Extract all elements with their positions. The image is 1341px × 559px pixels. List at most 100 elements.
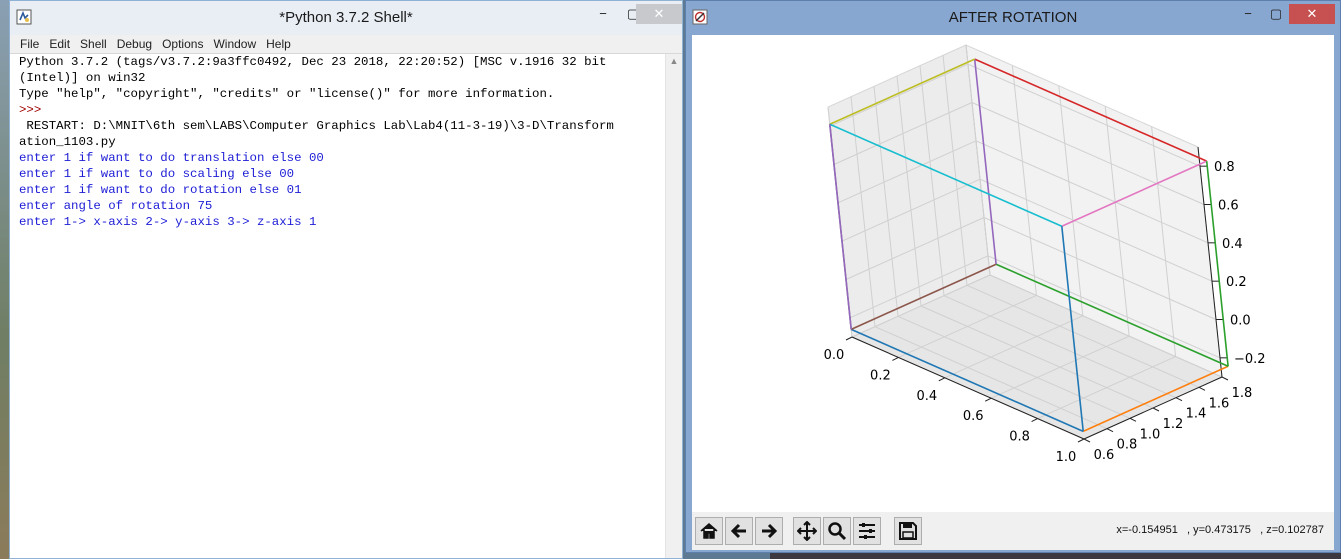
back-arrow-icon [730, 523, 746, 539]
data-series-line [995, 263, 1229, 367]
configure-subplots-icon [859, 523, 875, 539]
y-tick [1152, 407, 1160, 412]
shell-close-button[interactable]: ✕ [636, 4, 682, 24]
x-tick [892, 356, 899, 361]
grid-line [965, 44, 991, 276]
data-series-line [1061, 160, 1208, 227]
data-series-line [850, 328, 1084, 433]
save-icon [899, 522, 917, 540]
y-tick [1198, 386, 1206, 391]
forward-button[interactable] [755, 517, 783, 545]
z-tick-label: 0.2 [1226, 275, 1247, 290]
grid-line [833, 102, 973, 165]
y-tick [1221, 376, 1229, 381]
z-tick-label: 0.8 [1214, 160, 1235, 175]
menu-edit[interactable]: Edit [49, 37, 71, 51]
x-tick-label: 0.4 [916, 389, 937, 404]
x-tick-label: 0.6 [963, 409, 984, 424]
y-tick-label: 1.8 [1232, 386, 1253, 401]
figure-minimize-button[interactable]: − [1244, 6, 1252, 21]
menu-debug[interactable]: Debug [116, 37, 153, 51]
forward-arrow-icon [762, 523, 778, 539]
zoom-button[interactable] [823, 517, 851, 545]
figure-close-button[interactable]: ✕ [1289, 4, 1335, 24]
menu-file[interactable]: File [20, 37, 40, 51]
y-tick-label: 1.2 [1163, 417, 1184, 432]
taskbar-fragment [770, 553, 1341, 559]
grid-line [841, 178, 981, 242]
shell-line: enter 1-> x-axis 2-> y-axis 3-> z-axis 1 [19, 215, 317, 229]
figure-window-title: AFTER ROTATION [948, 9, 1078, 26]
x-tick-label: 1.0 [1056, 450, 1077, 465]
grid-line [975, 140, 1209, 244]
x-tick [938, 377, 946, 382]
shell-menubar: File Edit Shell Debug Options Window Help [10, 35, 682, 54]
x-tick [845, 336, 853, 341]
data-series-line [829, 58, 976, 125]
figure-maximize-button[interactable]: ▢ [1269, 6, 1283, 21]
grid-line [971, 102, 1205, 205]
grid-line [849, 255, 989, 319]
shell-line: enter 1 if want to do scaling else 00 [19, 167, 295, 181]
shell-line: >>> [19, 103, 42, 117]
data-series-line [1082, 365, 1229, 433]
back-button[interactable] [725, 517, 753, 545]
shell-window-title: *Python 3.7.2 Shell* [279, 9, 413, 26]
plot-canvas[interactable]: 0.0 0.2 0.4 0.6 0.8 1.0 0.6 0.8 1.0 1.2 1.4 1.6 1.8−… [692, 35, 1334, 512]
y-tick [1175, 397, 1183, 402]
grid-line [873, 86, 899, 317]
y-tick-label: 0.6 [1094, 448, 1115, 463]
shell-line: RESTART: D:\MNIT\6th sem\LABS\Computer G… [19, 119, 614, 133]
z-tick-label: 0.4 [1222, 237, 1243, 252]
menu-shell[interactable]: Shell [80, 37, 107, 51]
shell-line: Type "help", "copyright", "credits" or "… [19, 87, 555, 101]
grid-line [829, 63, 969, 127]
shell-output-text[interactable]: Python 3.7.2 (tags/v3.7.2:9a3ffc0492, De… [12, 54, 664, 558]
grid-line [1104, 106, 1130, 337]
data-series-line [1061, 226, 1084, 432]
grid-line [987, 255, 1221, 359]
grid-line [983, 217, 1217, 320]
menu-options[interactable]: Options [162, 37, 204, 51]
x-tick [1031, 418, 1038, 423]
shell-line: ation_1103.py [19, 135, 116, 149]
grid-line [874, 326, 1108, 430]
grid-line [845, 217, 985, 280]
menu-window[interactable]: Window [213, 37, 257, 51]
save-button[interactable] [894, 517, 922, 545]
y-tick [1129, 417, 1137, 422]
data-series-line [829, 124, 852, 330]
grid-line [920, 305, 1154, 409]
3d-plot[interactable]: 0.00.20.40.60.81.0 0.60.81.01.21.41.61.8−… [692, 35, 1334, 512]
grid-line [896, 75, 922, 307]
pan-button[interactable] [793, 517, 821, 545]
y-tick-label: 0.8 [1117, 438, 1138, 453]
navigation-toolbar: x=-0.154951 , y=0.473175 , z=0.102787 [692, 512, 1334, 550]
data-series-line [973, 59, 997, 265]
shell-line: (Intel)] on win32 [19, 71, 146, 85]
home-icon [700, 523, 718, 539]
data-series-line [850, 263, 997, 331]
grid-line [967, 63, 1201, 167]
figure-titlebar[interactable]: AFTER ROTATION − ▢ ✕ [686, 1, 1340, 35]
scroll-up-arrow-icon[interactable]: ▲ [669, 56, 679, 66]
shell-minimize-button[interactable]: − [599, 6, 607, 21]
z-tick-label: 0.6 [1218, 199, 1239, 214]
menu-help[interactable]: Help [266, 37, 291, 51]
python-shell-window[interactable]: *Python 3.7.2 Shell* − ▢ ✕ File Edit Shell… [9, 0, 683, 559]
x-tick [984, 397, 992, 402]
tk-feather-icon [692, 9, 708, 25]
grid-line [979, 178, 1213, 282]
x-tick-label: 0.0 [824, 348, 845, 363]
shell-titlebar[interactable]: *Python 3.7.2 Shell* − ▢ ✕ [10, 1, 682, 35]
y-tick [1106, 428, 1114, 433]
y-tick-label: 1.4 [1186, 407, 1207, 422]
grid-line [837, 140, 977, 204]
shell-vertical-scrollbar[interactable]: ▲ [665, 54, 682, 558]
y-tick [1083, 438, 1091, 443]
home-button[interactable] [695, 517, 723, 545]
x-tick-label: 0.2 [870, 368, 891, 383]
grid-line [919, 65, 945, 296]
configure-subplots-button[interactable] [853, 517, 881, 545]
figure-window[interactable]: AFTER ROTATION − ▢ ✕ 0.0 0.2 0.4 0.6 0.8 1.0 0… [685, 0, 1341, 553]
